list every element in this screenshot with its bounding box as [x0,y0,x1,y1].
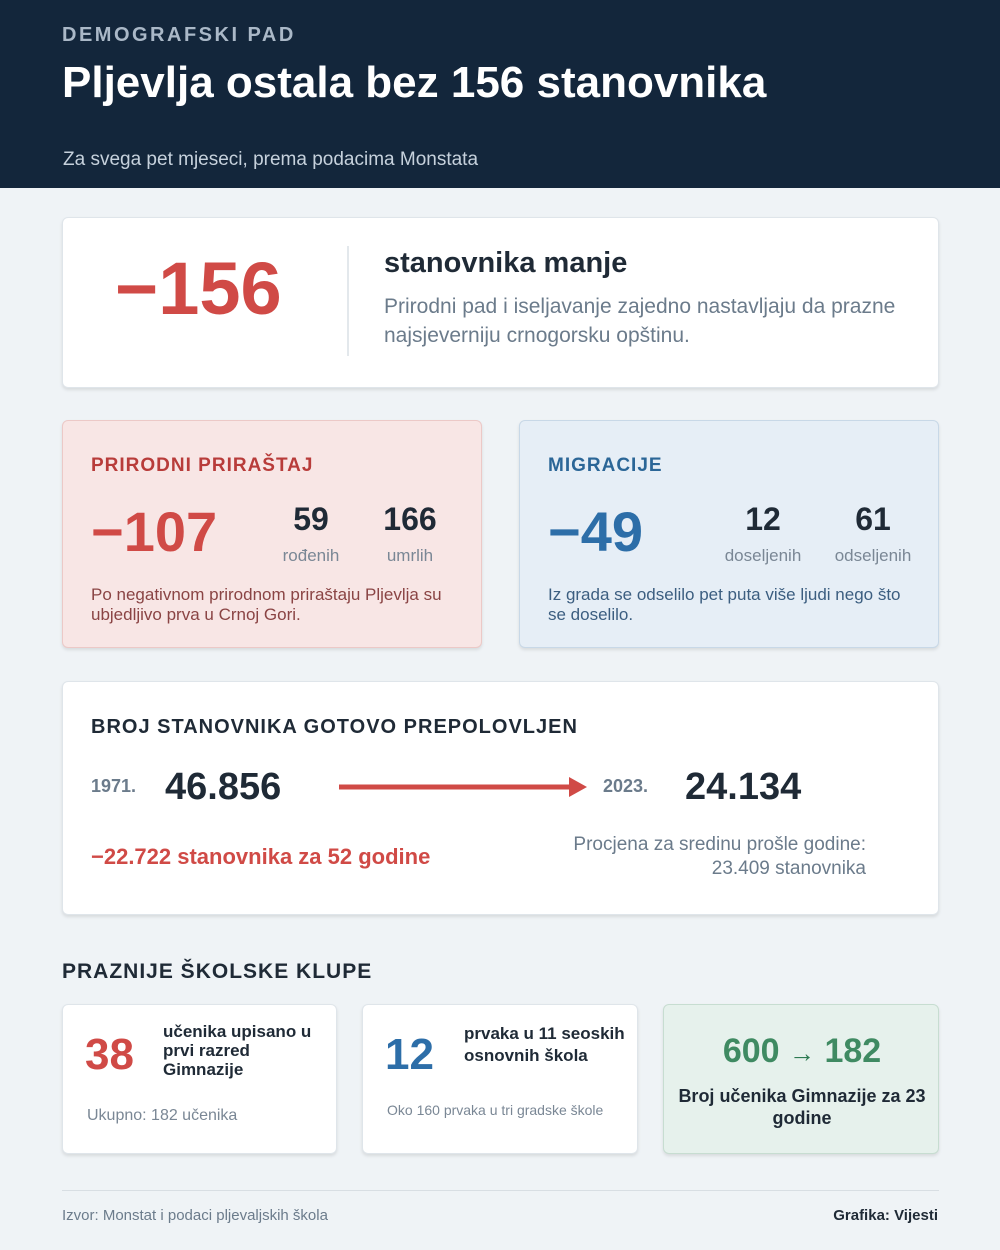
emigrants-value: 61 [855,501,891,537]
natural-growth-total: −107 [91,500,218,563]
school-card-rural: 12 prvaka u 11 seoskih osnovnih škola Ok… [362,1004,638,1154]
estimate-line-2: 23.409 stanovnika [711,858,866,879]
migration-total: −49 [548,500,643,563]
gymnasium-total-note: Ukupno: 182 učenika [87,1107,238,1124]
page-title: Pljevlja ostala bez 156 stanovnika [62,58,767,107]
immigrants-value: 12 [745,501,781,537]
end-year: 2023. [603,776,649,796]
deaths-label: umrlih [386,546,434,565]
population-card: BROJ STANOVNIKA GOTOVO PREPOLOVLJEN 1971… [62,681,939,915]
gymnasium-enrolled-label: učenika upisano u prvi razred Gimnazije [163,1022,312,1079]
school-card-decline: 600 → 182 Broj učenika Gimnazije za 23 g… [663,1004,939,1154]
emigrants-label: odseljenih [834,546,912,565]
gymnasium-enrolled-number: 38 [85,1030,134,1079]
footer-credit: Grafika: Vijesti [833,1207,938,1224]
immigrants-label: doseljenih [724,546,802,565]
migration-title: MIGRACIJE [548,455,663,476]
population-loss: −22.722 stanovnika za 52 godine [91,844,431,869]
natural-growth-title: PRIRODNI PRIRAŠTAJ [91,455,314,476]
immigrants-stat: 12 doseljenih [708,501,818,566]
estimate-line-1: Procjena za sredinu prošle godine: [573,834,866,855]
gymnasium-from-value: 600 [722,1032,780,1070]
gymnasium-decline-label: Broj učenika Gimnazije za 23 godine [678,1086,926,1128]
arrow-right-icon [339,777,587,797]
rural-first-graders-number: 12 [385,1030,434,1079]
hero-number: −156 [115,247,282,330]
end-population: 24.134 [685,766,802,808]
page-subtitle: Za svega pet mjeseci, prema podacima Mon… [63,149,479,170]
births-stat: 59 rođenih [256,501,366,566]
migration-card: MIGRACIJE −49 12 doseljenih 61 odseljeni… [519,420,939,648]
gymnasium-to-value: 182 [824,1032,882,1070]
migration-note: Iz grada se odselilo pet puta više ljudi… [548,585,901,624]
natural-growth-note: Po negativnom prirodnom priraštaju Pljev… [91,585,442,624]
school-card-gymnasium: 38 učenika upisano u prvi razred Gimnazi… [62,1004,337,1154]
arrow-right-icon: → [789,1038,815,1068]
population-estimate: Procjena za sredinu prošle godine: 23.40… [573,833,866,881]
schools-title: PRAZNIJE ŠKOLSKE KLUPE [62,960,373,983]
gymnasium-decline-numbers: 600 → 182 [664,1032,940,1071]
emigrants-stat: 61 odseljenih [818,501,928,566]
hero-divider [347,246,349,356]
start-year: 1971. [91,776,137,796]
births-label: rođenih [282,546,340,565]
header-banner: DEMOGRAFSKI PAD Pljevlja ostala bez 156 … [0,0,1000,188]
city-first-graders-note: Oko 160 prvaka u tri gradske škole [387,1102,604,1118]
kicker: DEMOGRAFSKI PAD [62,24,296,46]
hero-description: Prirodni pad i iseljavanje zajedno nasta… [384,295,896,347]
deaths-value: 166 [383,501,437,537]
natural-growth-card: PRIRODNI PRIRAŠTAJ −107 59 rođenih 166 u… [62,420,482,648]
rural-first-graders-label: prvaka u 11 seoskih osnovnih škola [464,1024,625,1065]
population-title: BROJ STANOVNIKA GOTOVO PREPOLOVLJEN [91,716,578,738]
footer-divider [62,1190,939,1191]
hero-label: stanovnika manje [384,247,628,279]
footer-source: Izvor: Monstat i podaci pljevaljskih ško… [62,1207,328,1224]
births-value: 59 [293,501,329,537]
deaths-stat: 166 umrlih [355,501,465,566]
hero-card: −156 stanovnika manje Prirodni pad i ise… [62,217,939,388]
start-population: 46.856 [165,766,282,808]
